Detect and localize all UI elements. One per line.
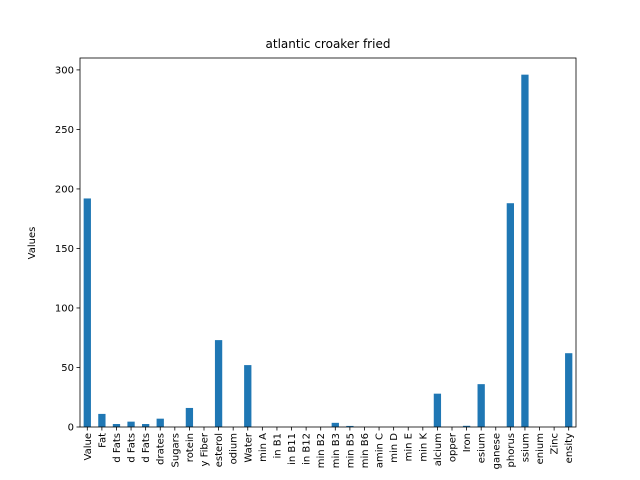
bar-7 — [185, 407, 194, 427]
bar-11 — [244, 365, 252, 427]
x-tick-label: d Fats — [112, 433, 123, 463]
y-axis-ticks: 0 50 100 150 200 250 300 — [55, 65, 80, 434]
x-tick-label: in B11 — [287, 433, 298, 465]
x-tick-label: drates — [156, 433, 167, 465]
x-tick-label: amin C — [375, 433, 386, 468]
bar-17 — [331, 422, 339, 427]
y-tick-label: 50 — [61, 363, 74, 374]
x-tick-label: esterol — [214, 433, 225, 467]
y-tick-label: 0 — [68, 423, 74, 434]
bars-group — [83, 74, 573, 427]
bar-33 — [565, 353, 573, 427]
y-tick-label: 100 — [55, 303, 74, 314]
x-tick-label: d Fats — [127, 433, 138, 463]
bar-30 — [521, 74, 529, 427]
x-axis-ticks: Value Fat d Fats d Fats d Fats drates Sugars ro… — [83, 427, 575, 469]
x-tick-label: ganese — [491, 433, 502, 469]
x-tick-label: ensity — [564, 433, 575, 463]
x-tick-label: phorus — [506, 433, 517, 467]
x-tick-label: d Fats — [141, 433, 152, 463]
x-tick-label: in B1 — [272, 433, 283, 459]
bar-29 — [506, 203, 514, 427]
bar-0 — [83, 198, 91, 427]
x-tick-label: Value — [83, 433, 94, 460]
x-tick-label: min B2 — [316, 433, 327, 468]
x-tick-label: min B6 — [360, 433, 371, 468]
x-tick-label: min A — [258, 433, 269, 462]
y-tick-label: 250 — [55, 125, 74, 136]
x-tick-label: Water — [243, 432, 254, 462]
bar-4 — [142, 424, 150, 427]
x-tick-label: min E — [404, 433, 415, 461]
x-tick-label: odium — [229, 433, 240, 464]
x-tick-label: Sugars — [170, 433, 181, 467]
x-tick-label: min B3 — [331, 433, 342, 468]
x-tick-label: y Fiber — [200, 432, 211, 466]
x-tick-label: min K — [418, 433, 429, 462]
y-tick-label: 300 — [55, 65, 74, 76]
x-tick-label: ssium — [520, 433, 531, 462]
chart-title: atlantic croaker fried — [266, 37, 391, 51]
bar-2 — [112, 424, 121, 427]
bar-24 — [433, 393, 442, 427]
x-tick-label: Fat — [97, 433, 108, 448]
bar-27 — [477, 384, 485, 427]
x-tick-label: rotein — [185, 433, 196, 462]
bar-9 — [214, 340, 223, 427]
x-tick-label: opper — [448, 432, 459, 462]
plot-frame — [79, 57, 577, 428]
x-tick-label: enium — [535, 433, 546, 464]
x-tick-label: min B5 — [345, 433, 356, 468]
bar-26 — [462, 425, 471, 427]
x-tick-label: alcium — [433, 433, 444, 466]
x-tick-label: esium — [477, 433, 488, 463]
y-tick-label: 150 — [55, 244, 74, 255]
x-tick-label: Zinc — [550, 433, 561, 454]
y-tick-label: 200 — [55, 184, 74, 195]
bar-1 — [98, 413, 106, 427]
x-tick-label: min D — [389, 433, 400, 463]
y-axis-title: Values — [27, 227, 38, 260]
x-tick-label: in B12 — [302, 433, 313, 465]
bar-18 — [346, 425, 354, 427]
bar-3 — [127, 421, 135, 427]
x-tick-label: Iron — [462, 433, 473, 452]
bar-5 — [156, 418, 164, 427]
